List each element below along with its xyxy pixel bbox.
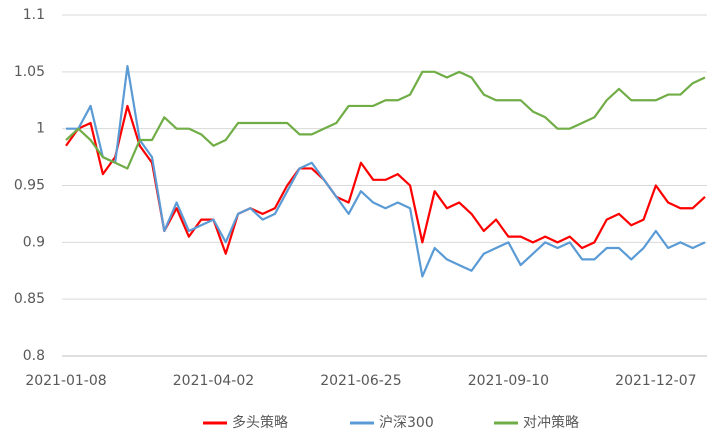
legend-label: 多头策略 (232, 414, 288, 431)
x-tick-label: 2021-04-02 (173, 373, 254, 389)
legend-label: 沪深300 (379, 415, 434, 431)
x-tick-label: 2021-09-10 (468, 373, 549, 389)
legend-label: 对冲策略 (523, 414, 579, 431)
series-line (65, 70, 706, 170)
x-tick-label: 2021-01-08 (25, 373, 106, 389)
x-tick-label: 2021-06-25 (320, 373, 401, 389)
series-line (66, 65, 706, 278)
y-tick-label: 0.8 (23, 348, 45, 364)
series-line (65, 104, 706, 255)
y-tick-label: 0.85 (14, 291, 45, 307)
y-tick-label: 0.95 (14, 178, 45, 194)
y-tick-label: 1.1 (23, 7, 45, 23)
y-tick-label: 1.05 (14, 64, 45, 80)
y-tick-label: 0.9 (23, 234, 45, 250)
y-tick-label: 1 (36, 121, 45, 137)
x-tick-label: 2021-12-07 (615, 373, 696, 389)
